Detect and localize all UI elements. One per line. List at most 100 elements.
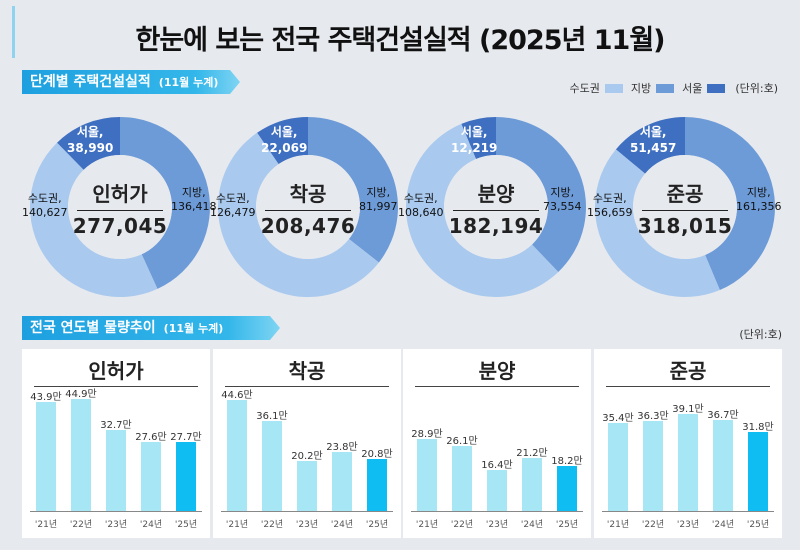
donut-hole (444, 155, 548, 259)
panel-title: 분양 (478, 359, 516, 383)
bar-year-label: '21년 (34, 520, 58, 530)
metro-name: 수도권, (27, 192, 62, 205)
donut-label-metro: 수도권, 140,627 (22, 192, 68, 220)
donut-label-local: 지방, 136,418 (171, 186, 217, 214)
donut-slice-metro (29, 142, 158, 297)
section-tag-stages: 단계별 주택건설실적 (11월 누계) (22, 70, 240, 94)
donut-label-local: 지방, 81,997 (359, 186, 398, 214)
donut-hole (256, 155, 360, 259)
donut-starts-svg (217, 117, 398, 298)
legend-swatch-seoul (707, 83, 726, 93)
bar-0 (227, 399, 247, 511)
bar-3 (141, 442, 161, 511)
legend-label-local: 지방 (630, 82, 652, 95)
seoul-name: 서울, (460, 125, 488, 139)
bar-panel-sales: 분양 28.9만 '21년 26.1만 '22년 16.4만 '23년 21.2만 '24년 1… (403, 349, 591, 538)
bar-year-label: '22년 (69, 520, 93, 530)
bar-value-label: 18.2만 (551, 455, 583, 467)
local-name: 지방, (181, 186, 206, 199)
donut-center-label: 분양 (477, 182, 515, 206)
title-accent-line (12, 6, 15, 58)
seoul-value: 22,069 (261, 141, 308, 155)
metro-name: 수도권, (215, 192, 250, 205)
bar-axis (602, 511, 774, 512)
bar-2 (678, 413, 698, 511)
page-title: 한눈에 보는 전국 주택건설실적 (2025년 11월) (135, 25, 666, 56)
bar-axis (221, 511, 393, 512)
bar-value-label: 32.7만 (100, 419, 132, 431)
donut-slice-local (120, 117, 210, 289)
panel-title: 준공 (669, 359, 707, 383)
donut-total: 318,015 (637, 214, 733, 238)
bar-0 (36, 401, 56, 511)
panel-title-divider (415, 386, 579, 387)
bar-panel-starts: 착공 44.6만 '21년 36.1만 '22년 20.2만 '23년 23.8만 '24년 2… (213, 349, 401, 538)
bar-value-label: 44.6만 (221, 389, 253, 401)
bar-year-label: '23년 (485, 520, 509, 530)
bar-value-label: 43.9만 (30, 391, 62, 403)
panel-title-divider (34, 386, 198, 387)
local-value: 81,997 (359, 200, 398, 213)
donut-starts: 착공 208,476 서울, 22,069 지방, 81,997 수도권, 126,4… (210, 112, 403, 302)
title-bar: 한눈에 보는 전국 주택건설실적 (2025년 11월) (0, 0, 800, 62)
bar-value-label: 21.2만 (516, 448, 548, 460)
bar-2 (487, 470, 507, 511)
donut-hole (633, 155, 737, 259)
bar-value-label: 36.1만 (256, 411, 288, 423)
section-yearly-sub: (11월 누계) (163, 322, 224, 335)
seoul-value: 38,990 (67, 141, 114, 155)
bar-value-label: 27.6만 (135, 432, 167, 444)
bar-year-label: '22년 (641, 520, 665, 530)
donut-center-label: 인허가 (92, 182, 148, 206)
bar-value-label: 35.4만 (602, 412, 634, 424)
bar-year-label: '23년 (295, 520, 319, 530)
legend-swatch-local (656, 83, 675, 93)
metro-value: 156,659 (587, 206, 633, 219)
bar-panel-completions: 준공 35.4만 '21년 36.3만 '22년 39.1만 '23년 36.7만 '24년 3… (594, 349, 782, 538)
panel-title-divider (225, 386, 389, 387)
bar-value-label: 39.1만 (672, 403, 704, 415)
bar-3 (522, 458, 542, 511)
donut-permits: 인허가 277,045 서울, 38,990 지방, 136,418 수도권, 140… (22, 112, 217, 302)
bar-value-label: 36.3만 (637, 410, 669, 422)
bar-year-label: '24년 (711, 520, 735, 530)
metro-name: 수도권, (403, 192, 438, 205)
bar-value-label: 20.2만 (291, 450, 323, 462)
donut-slice-seoul (57, 117, 120, 170)
bar-year-label: '21년 (225, 520, 249, 530)
legend-label-seoul: 서울 (682, 82, 703, 95)
donut-sales: 분양 182,194 서울, 12,219 지방, 73,554 수도권, 108,6… (398, 112, 591, 302)
bar-4 (176, 442, 196, 511)
seoul-name: 서울, (270, 125, 298, 139)
bar-panel-permits: 인허가 43.9만 '21년 44.9만 '22년 32.7만 '23년 27.6만 '24년… (22, 349, 210, 538)
panel-title-divider (606, 386, 770, 387)
bar-year-label: '25년 (365, 520, 389, 530)
bar-year-label: '25년 (746, 520, 770, 530)
bar-3 (332, 451, 352, 511)
local-value: 73,554 (543, 200, 582, 213)
donut-label-metro: 수도권, 156,659 (587, 192, 633, 220)
local-value: 136,418 (171, 200, 217, 213)
section-stages-label: 단계별 주택건설실적 (30, 74, 151, 90)
donut-slice-metro (406, 123, 559, 297)
bar-4 (367, 459, 387, 511)
donut-label-seoul: 서울, 51,457 (630, 124, 676, 156)
donut-label-local: 지방, 161,356 (736, 186, 782, 214)
donut-sales-svg (406, 117, 586, 297)
bar-year-label: '22년 (260, 520, 284, 530)
bar-year-label: '21년 (415, 520, 439, 530)
bar-year-label: '21년 (606, 520, 630, 530)
bar-year-label: '23년 (676, 520, 700, 530)
bar-0 (608, 422, 628, 511)
bar-0 (417, 439, 437, 511)
donut-center-label: 착공 (289, 182, 327, 206)
donut-label-seoul: 서울, 22,069 (261, 124, 307, 156)
bar-2 (297, 460, 317, 511)
bar-value-label: 44.9만 (65, 389, 97, 401)
metro-value: 108,640 (398, 206, 444, 219)
seoul-name: 서울, (639, 125, 667, 139)
donut-center-label: 준공 (666, 182, 704, 206)
donut-label-local: 지방, 73,554 (543, 186, 582, 214)
bar-year-label: '23년 (104, 520, 128, 530)
bar-year-label: '24년 (139, 520, 163, 530)
